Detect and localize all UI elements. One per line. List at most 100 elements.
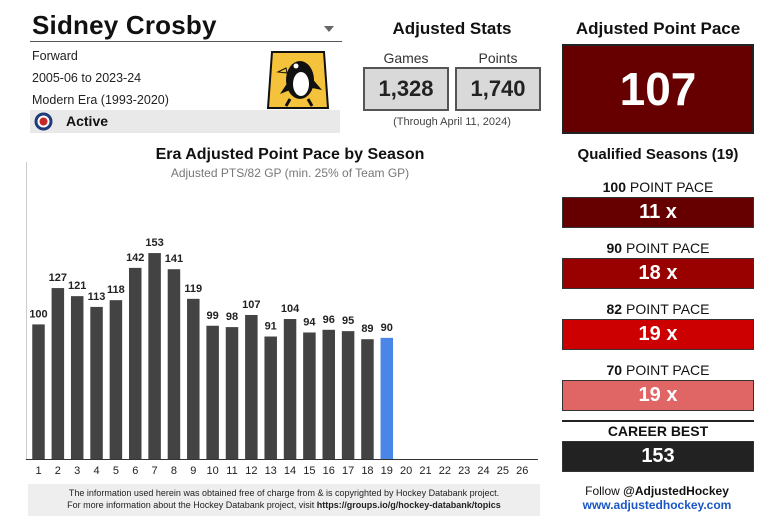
chart-subtitle: Adjusted PTS/82 GP (min. 25% of Team GP): [170, 166, 410, 180]
season-bar-16: [322, 329, 335, 459]
points-label: Points: [478, 50, 518, 66]
season-bar-14: [283, 319, 297, 459]
player-seasons: 2005-06 to 2023-24: [32, 71, 142, 85]
tier-number: 70: [606, 362, 623, 378]
x-tick-label: 19: [381, 465, 393, 477]
tier-value-82: 19 x: [562, 319, 754, 350]
x-tick-label: 4: [93, 465, 99, 477]
bar-value-label: 100: [29, 308, 47, 320]
tier-suffix: POINT PACE: [622, 301, 710, 317]
data-source-link[interactable]: https://groups.io/g/hockey-databank/topi…: [316, 500, 501, 510]
tier-suffix: POINT PACE: [622, 362, 710, 378]
x-tick-label: 1: [35, 465, 41, 477]
tier-number: 82: [606, 301, 623, 317]
x-tick-label: 17: [342, 465, 354, 477]
follow-line: Follow @AdjustedHockey: [560, 484, 754, 498]
season-bar-3: [70, 296, 84, 459]
through-date-note: (Through April 11, 2024): [393, 116, 511, 128]
x-tick-label: 5: [113, 465, 119, 477]
x-tick-label: 22: [439, 465, 451, 477]
games-value: 1,328: [363, 67, 449, 111]
season-bar-5: [109, 300, 123, 459]
season-bar-12: [245, 314, 258, 459]
bar-value-label: 95: [342, 315, 354, 327]
website-link[interactable]: www.adjustedhockey.com: [582, 498, 732, 512]
hockey-hall-of-fame-icon: [34, 112, 53, 131]
bar-value-label: 141: [165, 253, 183, 265]
tier-label-82: 82 POINT PACE: [562, 301, 754, 317]
x-tick-label: 26: [516, 465, 528, 477]
season-bar-18: [361, 339, 374, 459]
tier-suffix: POINT PACE: [625, 179, 714, 195]
bar-value-label: 91: [265, 321, 277, 333]
x-tick-label: 25: [497, 465, 509, 477]
x-tick-label: 10: [207, 465, 219, 477]
career-best-value: 153: [562, 441, 754, 472]
bar-value-label: 99: [207, 310, 219, 322]
points-value: 1,740: [455, 67, 541, 111]
follow-prefix: Follow: [585, 484, 624, 498]
season-bar-9: [187, 298, 200, 459]
qualified-seasons-title: Qualified Seasons (19): [577, 146, 739, 163]
bar-value-label: 119: [184, 283, 202, 295]
data-source-line-1: The information used herein was obtained…: [68, 488, 500, 498]
season-bar-17: [341, 331, 355, 459]
tier-label-100: 100 POINT PACE: [562, 179, 754, 195]
x-tick-label: 18: [361, 465, 373, 477]
x-tick-label: 2: [55, 465, 61, 477]
player-era: Modern Era (1993-2020): [32, 93, 169, 107]
bar-value-label: 153: [145, 237, 163, 249]
tier-label-90: 90 POINT PACE: [562, 240, 754, 256]
tier-value-90: 18 x: [562, 258, 754, 289]
season-bar-2: [51, 288, 65, 459]
bar-value-label: 96: [323, 314, 335, 326]
tier-value-100: 11 x: [562, 197, 754, 228]
data-source-line-2: For more information about the Hockey Da…: [28, 499, 540, 511]
x-tick-label: 3: [74, 465, 80, 477]
adjusted-stats-title: Adjusted Stats: [392, 19, 512, 38]
x-tick-label: 6: [132, 465, 138, 477]
bar-value-label: 90: [381, 322, 393, 334]
season-bar-7: [148, 253, 161, 459]
tier-number: 90: [606, 240, 623, 256]
tier-value-70: 19 x: [562, 380, 754, 411]
twitter-handle-link[interactable]: @AdjustedHockey: [623, 484, 729, 498]
bar-value-label: 113: [88, 291, 106, 303]
bar-value-label: 104: [281, 303, 300, 315]
x-tick-label: 12: [245, 465, 257, 477]
player-position: Forward: [32, 49, 78, 63]
data-source-line-2-text: For more information about the Hockey Da…: [67, 500, 317, 510]
bar-value-label: 118: [107, 284, 125, 296]
player-status-bar: Active: [30, 110, 340, 133]
bar-value-label: 121: [68, 280, 86, 292]
player-name: Sidney Crosby: [32, 10, 217, 40]
games-label: Games: [383, 50, 429, 66]
season-bar-4: [90, 306, 103, 459]
season-bar-10: [206, 325, 219, 459]
career-best-divider: [562, 420, 754, 422]
x-tick-label: 24: [477, 465, 489, 477]
chevron-down-icon[interactable]: [324, 26, 334, 32]
bar-value-label: 142: [126, 252, 144, 264]
player-select[interactable]: Sidney Crosby: [30, 6, 342, 42]
point-pace-title: Adjusted Point Pace: [575, 19, 741, 38]
tier-label-70: 70 POINT PACE: [562, 362, 754, 378]
x-tick-label: 14: [284, 465, 296, 477]
career-best-label: CAREER BEST: [607, 423, 709, 439]
bar-value-label: 94: [303, 316, 316, 328]
bar-value-label: 98: [226, 311, 238, 323]
season-bar-19: [380, 337, 394, 459]
season-bar-11: [225, 327, 239, 459]
x-tick-label: 20: [400, 465, 412, 477]
season-bar-8: [167, 269, 181, 459]
season-bar-15: [303, 332, 316, 459]
season-bar-13: [264, 336, 277, 459]
x-tick-label: 7: [152, 465, 158, 477]
season-bar-6: [129, 267, 142, 459]
x-tick-label: 21: [419, 465, 431, 477]
x-tick-label: 11: [226, 465, 237, 477]
player-status: Active: [66, 113, 109, 129]
tier-number: 100: [602, 179, 626, 195]
bar-value-label: 107: [242, 299, 260, 311]
chart-title: Era Adjusted Point Pace by Season: [155, 146, 425, 163]
